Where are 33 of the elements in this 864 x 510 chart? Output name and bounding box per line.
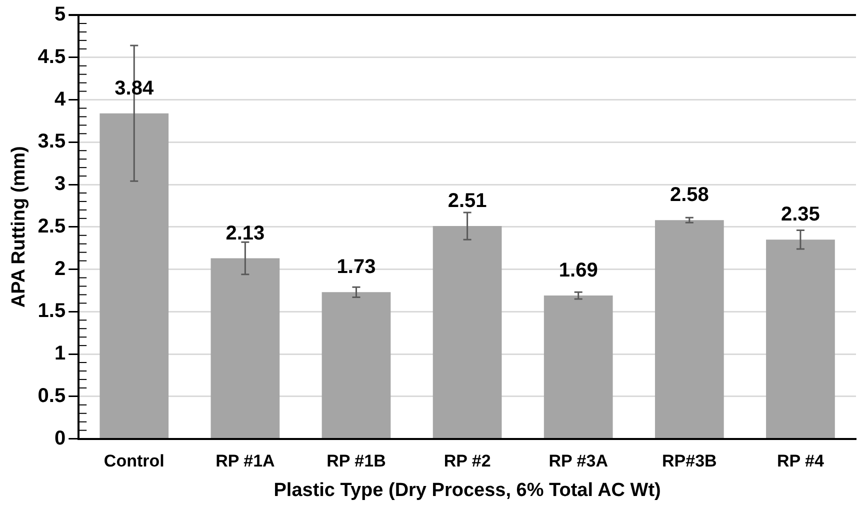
- data-label: 2.13: [226, 222, 265, 244]
- data-label: 2.51: [448, 190, 487, 212]
- x-tick-label: RP #1A: [216, 452, 275, 471]
- data-label: 2.58: [670, 184, 709, 206]
- bar: [100, 113, 169, 438]
- y-tick-label: 0: [54, 427, 66, 450]
- x-tick-label: RP #4: [776, 452, 824, 471]
- data-label: 1.73: [336, 256, 376, 278]
- y-tick-label: 3: [54, 173, 66, 196]
- bar: [766, 240, 835, 438]
- y-tick-label: 0.5: [38, 384, 66, 407]
- data-label: 2.35: [781, 204, 820, 226]
- x-axis-title: Plastic Type (Dry Process, 6% Total AC Wt): [274, 480, 661, 501]
- y-tick-label: 4: [54, 88, 66, 110]
- x-tick-label: RP #2: [444, 452, 491, 471]
- y-tick-label: 2.5: [38, 215, 66, 238]
- x-tick-label: RP#3B: [662, 452, 717, 471]
- x-tick-label: Control: [104, 452, 164, 471]
- bar: [544, 296, 613, 438]
- bar: [432, 226, 502, 438]
- x-tick-label: RP #1B: [326, 452, 386, 471]
- y-tick-label: 1.5: [38, 300, 66, 322]
- data-label: 1.69: [558, 260, 598, 282]
- x-tick-label: RP #3A: [548, 452, 608, 471]
- bar: [654, 220, 724, 438]
- y-tick-label: 3.5: [38, 130, 66, 153]
- y-tick-label: 5: [54, 4, 66, 26]
- bar: [322, 292, 391, 438]
- y-tick-label: 2: [54, 258, 66, 280]
- y-tick-label: 4.5: [38, 46, 66, 68]
- y-tick-label: 1: [54, 342, 66, 365]
- y-axis-title: APA Rutting (mm): [8, 146, 30, 308]
- bar: [210, 258, 280, 438]
